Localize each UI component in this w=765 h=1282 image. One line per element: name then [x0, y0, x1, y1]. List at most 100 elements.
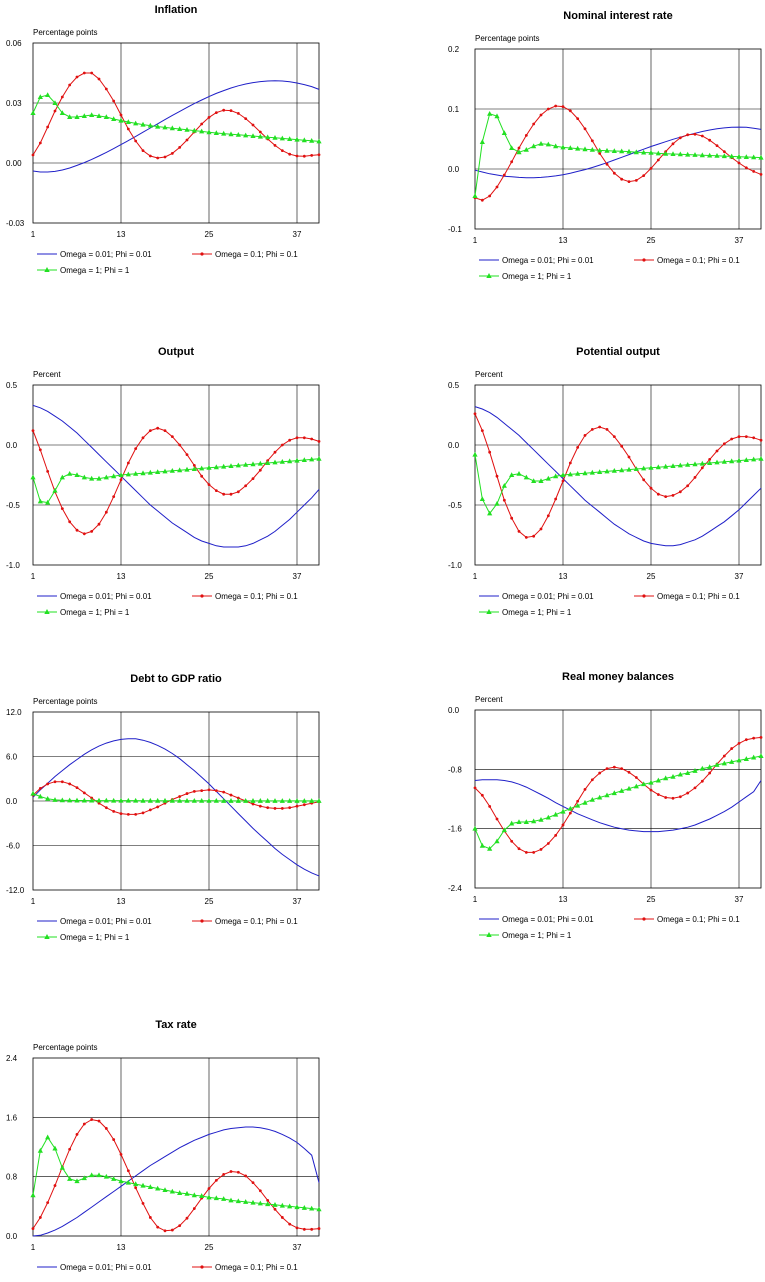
y-tick-label: 12.0	[6, 708, 22, 717]
data-point	[273, 144, 277, 147]
data-point	[118, 472, 124, 477]
data-point	[288, 438, 292, 442]
data-point	[642, 478, 646, 482]
data-point	[699, 765, 705, 771]
data-point	[103, 474, 109, 480]
data-point	[236, 112, 240, 115]
legend-item: Omega = 0.01; Phi = 0.01	[37, 917, 152, 926]
data-point	[235, 462, 241, 468]
data-point	[523, 147, 529, 152]
data-point	[266, 1199, 270, 1202]
data-point	[472, 825, 478, 831]
y-tick-label: 0.1	[448, 105, 460, 114]
data-point	[46, 125, 50, 129]
data-point	[68, 83, 72, 87]
x-tick-label: 13	[559, 572, 568, 581]
chart-panel: Output Percent -1.0 -0.5 0.0 0.5 1 13 25 37 Omega …	[6, 346, 322, 617]
data-point	[494, 838, 500, 844]
chart-title: Potential output	[576, 346, 660, 358]
data-point	[487, 111, 493, 116]
data-point	[125, 119, 131, 124]
chart-title: Output	[158, 346, 194, 358]
y-tick-label: 0.0	[6, 1232, 18, 1241]
data-point	[509, 472, 515, 477]
data-point	[648, 150, 654, 155]
legend-marker	[486, 273, 492, 278]
data-point	[162, 1187, 168, 1193]
data-point	[730, 747, 734, 750]
data-point	[177, 467, 183, 473]
data-point	[583, 127, 587, 131]
y-tick-label: 0.00	[6, 159, 22, 168]
data-point	[200, 474, 204, 478]
data-point	[294, 136, 300, 142]
data-point	[60, 507, 64, 510]
data-point	[714, 762, 720, 767]
data-point	[163, 155, 167, 159]
data-point	[213, 130, 219, 135]
x-tick-label: 1	[31, 1243, 36, 1252]
data-point	[699, 152, 705, 158]
data-point	[488, 450, 492, 454]
legend-item: Omega = 1; Phi = 1	[37, 266, 130, 275]
legend-label: Omega = 1; Phi = 1	[502, 608, 572, 617]
data-point	[251, 477, 255, 480]
data-point	[30, 1192, 36, 1198]
data-point	[147, 797, 153, 803]
data-point	[708, 138, 712, 142]
data-point	[317, 153, 321, 157]
data-point	[74, 114, 80, 119]
data-point	[279, 1202, 285, 1208]
data-point	[67, 1176, 73, 1181]
x-tick-label: 1	[31, 230, 36, 239]
data-point	[715, 449, 719, 453]
data-point	[633, 149, 639, 155]
data-point	[472, 193, 478, 198]
data-point	[38, 1216, 42, 1219]
data-point	[294, 798, 300, 803]
data-point	[553, 143, 559, 149]
data-point	[53, 780, 57, 784]
data-point	[31, 429, 35, 432]
data-point	[235, 132, 241, 137]
data-point	[641, 465, 647, 471]
data-point	[244, 1174, 248, 1178]
data-point	[81, 474, 87, 480]
data-point	[169, 1188, 175, 1194]
series-line	[32, 1136, 320, 1210]
data-point	[147, 1184, 153, 1190]
data-point	[517, 146, 521, 150]
data-point	[310, 437, 314, 441]
y-tick-label: 0.03	[6, 99, 22, 108]
data-point	[148, 808, 152, 812]
data-point	[125, 797, 131, 803]
data-point	[60, 780, 64, 784]
data-point	[192, 464, 196, 467]
legend-marker	[642, 258, 646, 262]
data-point	[38, 786, 42, 790]
legend-label: Omega = 0.01; Phi = 0.01	[60, 250, 152, 259]
data-point	[287, 798, 293, 803]
data-point	[258, 468, 262, 472]
legend-label: Omega = 0.01; Phi = 0.01	[60, 592, 152, 601]
data-point	[155, 123, 161, 129]
data-point	[235, 798, 241, 803]
data-point	[502, 498, 506, 502]
data-point	[148, 154, 152, 158]
data-point	[235, 1198, 241, 1204]
data-point	[576, 446, 580, 449]
data-point	[141, 436, 145, 440]
data-point	[693, 476, 697, 479]
y-tick-label: -0.5	[448, 501, 462, 510]
data-point	[295, 154, 299, 158]
data-point	[104, 510, 108, 514]
legend-item: Omega = 0.01; Phi = 0.01	[479, 915, 594, 924]
data-point	[155, 797, 161, 803]
data-point	[250, 1199, 256, 1205]
data-point	[228, 463, 234, 468]
data-point	[722, 754, 726, 758]
data-point	[103, 114, 109, 119]
x-tick-label: 13	[117, 572, 126, 581]
x-tick-label: 13	[117, 897, 126, 906]
